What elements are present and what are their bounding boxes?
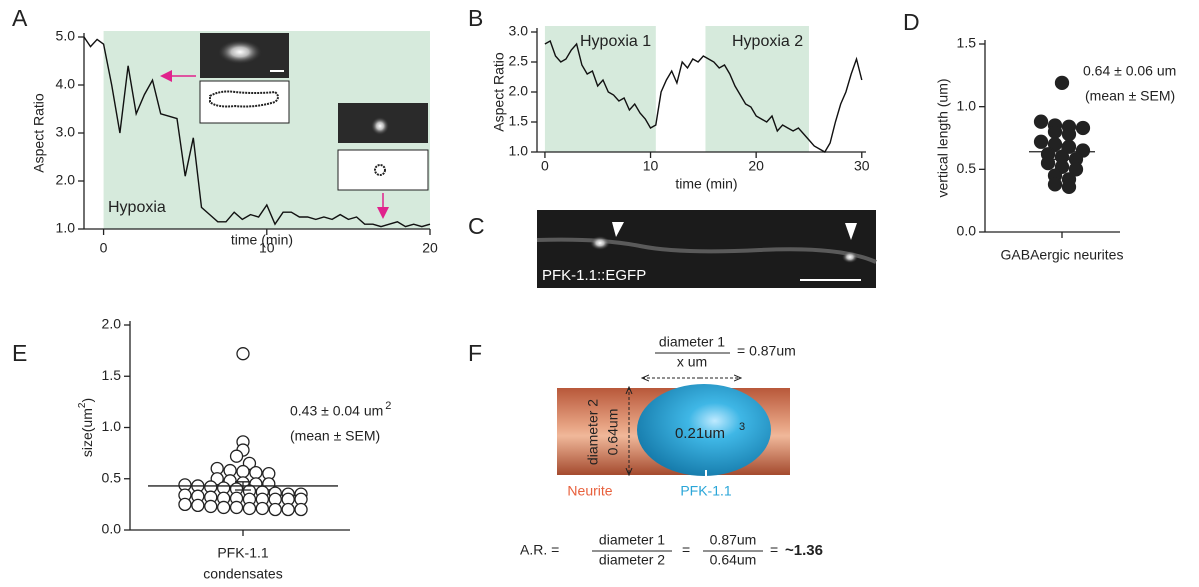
- equation-text: =: [770, 542, 778, 558]
- y-axis-label: Aspect Ratio: [491, 52, 507, 132]
- data-point: [1062, 180, 1075, 193]
- y-tick-label: 1.5: [102, 367, 122, 383]
- data-point: [1062, 128, 1075, 141]
- annotation: Hypoxia 2: [732, 33, 803, 50]
- y-tick-label: 1.0: [102, 418, 122, 434]
- y-tick-label: 0.0: [102, 521, 122, 537]
- equation-text: A.R. =: [520, 542, 559, 558]
- data-point: [250, 467, 262, 479]
- page: {"panel_labels": ["A", "B", "C", "D", "E…: [0, 0, 1199, 587]
- y-axis-label: vertical length (um): [935, 78, 951, 197]
- equation-text: diameter 2: [599, 552, 665, 568]
- y-tick-label: 3.0: [56, 124, 76, 140]
- x-tick-label: GABAergic neurites: [1001, 247, 1124, 263]
- data-point: [231, 450, 243, 462]
- micrograph: PFK-1.1::EGFP: [537, 210, 876, 288]
- y-tick-label: 4.0: [56, 76, 76, 92]
- x-tick-label: PFK-1.1: [217, 545, 269, 561]
- equation-text: =: [682, 542, 690, 558]
- equation-text: diameter 1: [599, 532, 665, 548]
- data-point: [269, 504, 281, 516]
- y-tick-label: 0.5: [957, 160, 977, 176]
- x-tick-label: 0: [100, 240, 108, 256]
- x-tick-label: 20: [748, 158, 764, 174]
- data-point: [1076, 121, 1089, 134]
- equation-text: 0.64um: [710, 552, 757, 568]
- equation-text: ~1.36: [785, 542, 823, 559]
- diagram-text: Neurite: [567, 483, 612, 499]
- y-axis-label-part: size(um: [79, 408, 95, 457]
- diagram-text: 3: [739, 421, 745, 433]
- diagram-text: 0.21um: [675, 425, 725, 442]
- diagram-text: diameter 2: [585, 399, 601, 465]
- data-point: [192, 499, 204, 511]
- annotation: (mean ± SEM): [290, 428, 380, 444]
- y-tick-label: 5.0: [56, 28, 76, 44]
- data-point: [237, 466, 249, 478]
- data-point: [1035, 135, 1048, 148]
- data-point: [1035, 115, 1048, 128]
- x-tick-label: 10: [643, 158, 659, 174]
- x-tick-label: 0: [541, 158, 549, 174]
- data-point: [205, 500, 217, 512]
- y-tick-label: 1.5: [957, 35, 977, 51]
- data-point: [1049, 178, 1062, 191]
- equation-text: 0.87um: [710, 532, 757, 548]
- diagram-text: 0.64um: [605, 409, 621, 456]
- panel-label: F: [468, 340, 482, 366]
- y-axis-label-part: ): [79, 398, 95, 403]
- annotation: 0.64 ± 0.06 um: [1083, 63, 1176, 79]
- x-tick-label: condensates: [203, 566, 282, 582]
- y-tick-label: 1.0: [957, 97, 977, 113]
- y-tick-label: 2.0: [102, 316, 122, 332]
- data-point: [1042, 157, 1055, 170]
- x-axis-label: time (min): [231, 232, 293, 248]
- panel-label: B: [468, 5, 483, 31]
- y-tick-label: 0.5: [102, 469, 122, 485]
- data-point: [1056, 76, 1069, 89]
- data-point: [282, 504, 294, 516]
- diagram-text: = 0.87um: [737, 343, 796, 359]
- y-axis-label: Aspect Ratio: [31, 93, 47, 173]
- panel-label: E: [12, 340, 27, 366]
- y-tick-label: 1.0: [509, 143, 529, 159]
- data-point: [295, 504, 307, 516]
- y-tick-label: 2.0: [56, 172, 76, 188]
- data-point: [1049, 125, 1062, 138]
- data-point: [218, 501, 230, 513]
- x-axis-label: time (min): [675, 176, 737, 192]
- annotation-sup: 2: [385, 400, 391, 412]
- y-tick-label: 2.0: [509, 83, 529, 99]
- data-point: [231, 501, 243, 513]
- panel-label: A: [12, 5, 28, 31]
- y-tick-label: 0.0: [957, 223, 977, 239]
- annotation: Hypoxia 1: [580, 33, 651, 50]
- panel-label: D: [903, 9, 920, 35]
- diagram-text: diameter 1: [659, 334, 725, 350]
- y-tick-label: 1.0: [56, 220, 76, 236]
- data-point: [256, 502, 268, 514]
- figure: 1.02.03.04.05.001020HypoxiaAspect Ratiot…: [0, 0, 1199, 587]
- diagram-text: x um: [677, 354, 707, 370]
- x-tick-label: 20: [422, 240, 438, 256]
- y-tick-label: 2.5: [509, 53, 529, 69]
- y-axis-label: size(um2): [77, 398, 95, 457]
- annotation: Hypoxia: [108, 199, 166, 216]
- y-tick-label: 3.0: [509, 23, 529, 39]
- data-point: [243, 502, 255, 514]
- y-tick-label: 1.5: [509, 113, 529, 129]
- diagram-text: PFK-1.1: [680, 483, 732, 499]
- x-tick-label: 30: [854, 158, 870, 174]
- image-label: PFK-1.1::EGFP: [542, 267, 646, 284]
- diagram: diameter 1 x um = 0.87um diameter 2 0.64…: [520, 334, 823, 568]
- panel-label: C: [468, 213, 485, 239]
- annotation: (mean ± SEM): [1085, 88, 1175, 104]
- data-point: [179, 498, 191, 510]
- data-point: [237, 348, 249, 360]
- annotation: 0.43 ± 0.04 um: [290, 403, 383, 419]
